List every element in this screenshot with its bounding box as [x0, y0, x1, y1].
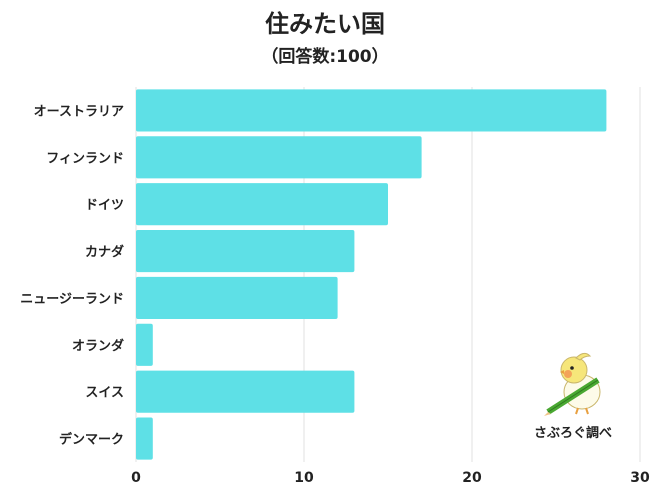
category-label: オランダ [72, 338, 124, 354]
x-tick-label: 0 [131, 470, 141, 486]
bar [136, 89, 607, 132]
category-label: デンマーク [59, 432, 124, 448]
bar [136, 229, 355, 273]
category-label: フィンランド [46, 151, 124, 166]
bar [136, 370, 355, 413]
x-tick-label: 20 [462, 470, 482, 486]
bar [136, 417, 153, 460]
category-label: カナダ [85, 244, 124, 260]
chart-title: 住みたい国 [265, 10, 385, 38]
bar [136, 136, 422, 179]
category-label: オーストラリア [34, 104, 124, 119]
bar [136, 183, 388, 226]
bar [136, 323, 153, 366]
category-label: スイス [85, 386, 124, 401]
bar [136, 276, 338, 320]
x-tick-label: 10 [294, 470, 314, 486]
chart-subtitle: （回答数:100） [261, 47, 389, 67]
category-label: ニュージーランド [20, 292, 124, 307]
source-credit: さぶろぐ調べ [534, 426, 613, 441]
x-tick-label: 30 [630, 470, 650, 486]
category-label: ドイツ [85, 198, 124, 213]
bird-with-pencil-icon [544, 352, 601, 416]
